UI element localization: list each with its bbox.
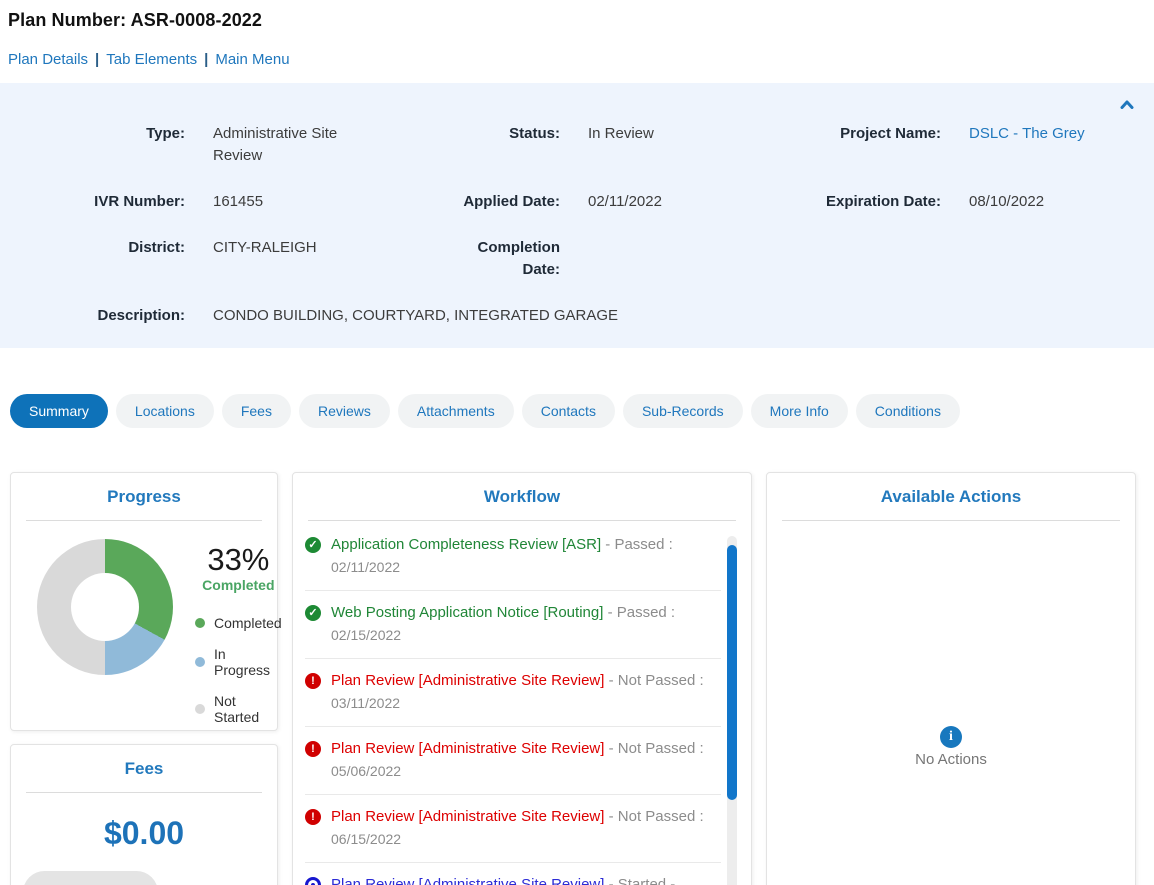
no-actions-text: No Actions	[915, 751, 987, 768]
legend-dot-not-started	[195, 704, 205, 714]
workflow-item-date: 03/11/2022	[331, 695, 401, 711]
field-label-ivr-number: IVR Number:	[94, 193, 185, 210]
divider	[308, 520, 736, 521]
field-value-type: Administrative Site Review	[213, 125, 338, 164]
field-value-ivr-number: 161455	[213, 193, 264, 210]
check-circle-icon	[305, 537, 321, 553]
available-actions-card-title: Available Actions	[880, 487, 1022, 506]
breadcrumb: Plan Details | Tab Elements | Main Menu	[8, 51, 1154, 68]
field-label-expiration-date: Expiration Date:	[825, 193, 941, 210]
page-title: Plan Number: ASR-0008-2022	[8, 10, 263, 30]
exclamation-circle-icon	[305, 673, 321, 689]
workflow-item-date: 06/15/2022	[331, 831, 402, 847]
nav-separator: |	[204, 51, 209, 68]
field-label-completion-date: Completion Date:	[477, 239, 561, 278]
workflow-item: Plan Review [Administrative Site Review]…	[305, 795, 721, 863]
tab-more-info[interactable]: More Info	[750, 394, 848, 428]
divider	[782, 520, 1120, 521]
record-tabs: Summary Locations Fees Reviews Attachmen…	[10, 394, 1154, 428]
tab-reviews[interactable]: Reviews	[298, 394, 390, 428]
nav-link-tab-elements[interactable]: Tab Elements	[106, 51, 198, 68]
plan-details-panel: Type: Administrative Site Review Status:…	[0, 83, 1154, 348]
legend-dot-completed	[195, 618, 205, 628]
nav-separator: |	[95, 51, 100, 68]
field-value-applied-date: 02/11/2022	[588, 193, 662, 210]
workflow-item-date: 05/06/2022	[331, 763, 402, 779]
field-label-applied-date: Applied Date:	[463, 193, 560, 210]
workflow-scrollbar-thumb[interactable]	[727, 545, 737, 800]
field-label-district: District:	[128, 239, 185, 256]
field-value-completion-date	[560, 237, 790, 281]
field-value-project-name: DSLC - The Grey	[941, 123, 1154, 167]
collapse-panel-button[interactable]	[1120, 97, 1134, 112]
tab-conditions[interactable]: Conditions	[855, 394, 960, 428]
tab-summary[interactable]: Summary	[10, 394, 108, 428]
field-value-district: CITY-RALEIGH	[213, 239, 317, 256]
legend-item-not-started: Not Started	[195, 693, 282, 725]
tab-attachments[interactable]: Attachments	[397, 394, 514, 428]
exclamation-circle-icon	[305, 809, 321, 825]
view-details-button[interactable]: View Details	[23, 871, 159, 885]
field-label-project-name: Project Name:	[840, 125, 941, 142]
nav-link-plan-details[interactable]: Plan Details	[8, 51, 89, 68]
workflow-item: Plan Review [Administrative Site Review]…	[305, 727, 721, 795]
workflow-scrollbar-track[interactable]	[727, 536, 737, 885]
field-label-description: Description:	[97, 307, 185, 324]
info-icon: i	[940, 726, 962, 748]
workflow-item-date: 02/15/2022	[331, 627, 402, 643]
progress-card-title: Progress	[107, 487, 181, 506]
workflow-item: Plan Review [Administrative Site Review]…	[305, 863, 721, 885]
divider	[26, 792, 262, 793]
chevron-up-icon	[1120, 100, 1134, 109]
progress-card: Progress 33% Completed Completed In Prog	[10, 472, 282, 731]
tab-sub-records[interactable]: Sub-Records	[622, 394, 743, 428]
fees-amount: $0.00	[103, 815, 185, 851]
check-circle-icon	[305, 605, 321, 621]
workflow-item-date: 02/11/2022	[331, 559, 401, 575]
legend-item-completed: Completed	[195, 615, 282, 631]
project-name-link[interactable]: DSLC - The Grey	[969, 125, 1085, 142]
field-label-type: Type:	[146, 125, 185, 142]
progress-donut-chart	[37, 539, 173, 675]
divider	[26, 520, 262, 521]
tab-fees[interactable]: Fees	[221, 394, 291, 428]
progress-percent-sublabel: Completed	[202, 577, 275, 593]
progress-legend: Completed In Progress Not Started	[195, 615, 282, 725]
workflow-card: Workflow Application Completeness Review…	[292, 472, 752, 885]
field-label-status: Status:	[509, 125, 560, 142]
workflow-card-title: Workflow	[483, 487, 561, 506]
workflow-list: Application Completeness Review [ASR] - …	[293, 521, 751, 885]
workflow-item: Web Posting Application Notice [Routing]…	[305, 591, 721, 659]
available-actions-card: Available Actions i No Actions	[766, 472, 1136, 885]
tab-locations[interactable]: Locations	[115, 394, 214, 428]
fees-card-title: Fees	[124, 759, 164, 778]
legend-item-in-progress: In Progress	[195, 646, 282, 678]
fees-card: Fees $0.00 View Details	[10, 744, 278, 885]
workflow-item: Plan Review [Administrative Site Review]…	[305, 659, 721, 727]
field-value-status: In Review	[588, 125, 654, 142]
no-actions-empty-state: i No Actions	[767, 726, 1135, 768]
exclamation-circle-icon	[305, 741, 321, 757]
workflow-item: Application Completeness Review [ASR] - …	[305, 523, 721, 591]
tab-contacts[interactable]: Contacts	[521, 394, 615, 428]
field-value-expiration-date: 08/10/2022	[969, 193, 1045, 210]
legend-dot-in-progress	[195, 657, 205, 667]
nav-link-main-menu[interactable]: Main Menu	[215, 51, 290, 68]
field-value-description: CONDO BUILDING, COURTYARD, INTEGRATED GA…	[213, 307, 619, 324]
dot-circle-icon	[305, 877, 321, 885]
progress-percent: 33%	[207, 542, 270, 577]
